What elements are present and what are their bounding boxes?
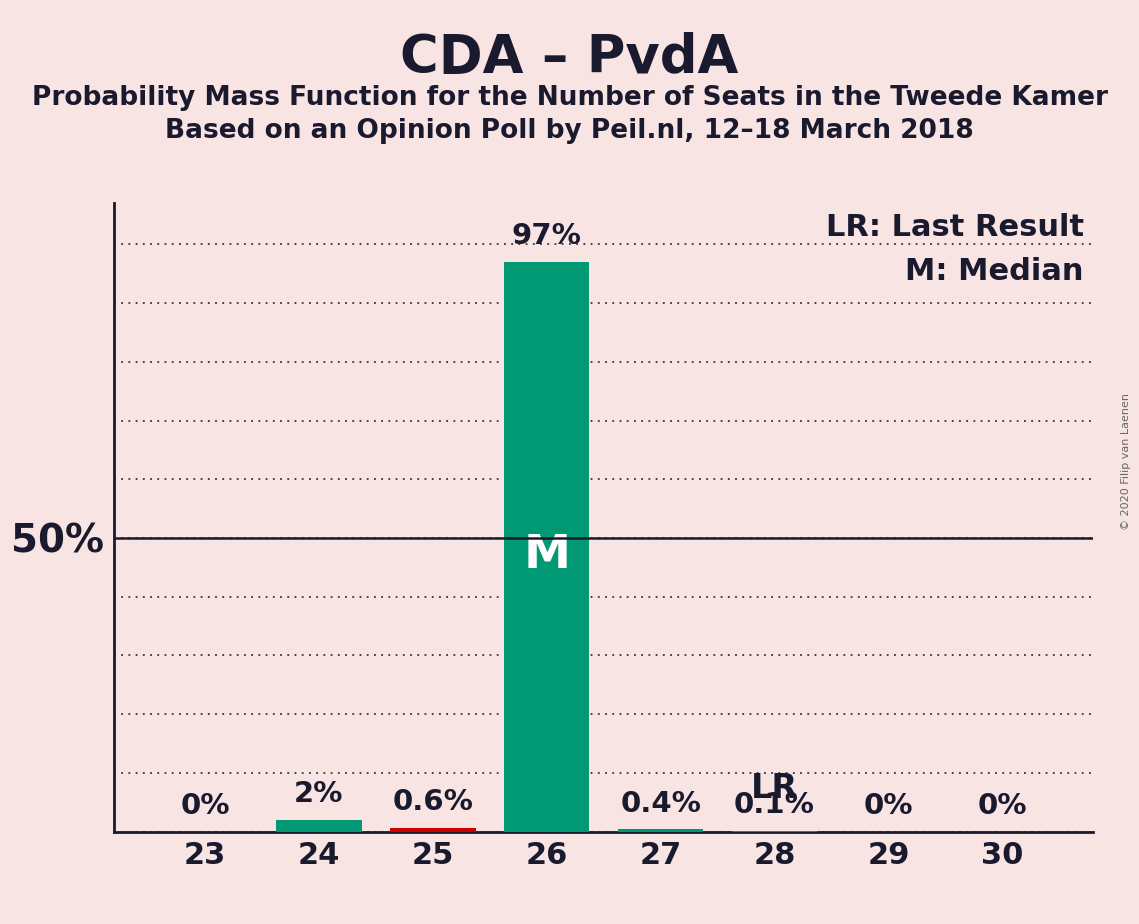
Text: Probability Mass Function for the Number of Seats in the Tweede Kamer: Probability Mass Function for the Number… [32, 85, 1107, 111]
Text: LR: Last Result: LR: Last Result [826, 213, 1083, 242]
Bar [617, 829, 703, 832]
Bar [505, 262, 590, 832]
Text: 0%: 0% [180, 792, 230, 820]
Text: 0.1%: 0.1% [734, 791, 816, 820]
Text: LR: LR [751, 772, 798, 805]
Text: 0.4%: 0.4% [620, 789, 702, 818]
Bar [391, 828, 476, 832]
Text: 0%: 0% [977, 792, 1027, 820]
Text: Based on an Opinion Poll by Peil.nl, 12–18 March 2018: Based on an Opinion Poll by Peil.nl, 12–… [165, 118, 974, 144]
Bar [276, 820, 362, 832]
Text: CDA – PvdA: CDA – PvdA [400, 32, 739, 84]
Text: M: M [523, 533, 571, 578]
Text: M: Median: M: Median [906, 257, 1083, 286]
Text: 2%: 2% [294, 780, 344, 808]
Text: 97%: 97% [511, 223, 582, 250]
Text: 0.6%: 0.6% [392, 788, 474, 816]
Text: © 2020 Filip van Laenen: © 2020 Filip van Laenen [1121, 394, 1131, 530]
Text: 0%: 0% [863, 792, 913, 820]
